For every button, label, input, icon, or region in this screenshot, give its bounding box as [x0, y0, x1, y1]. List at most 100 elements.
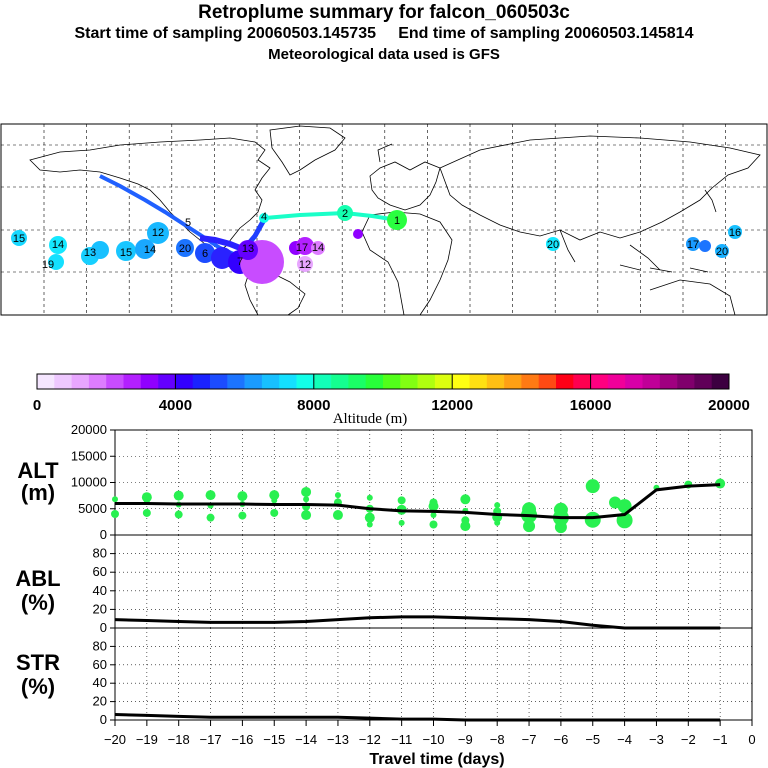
y-tick-label: 20: [93, 694, 107, 709]
time-series-panels: 0 5000 10000 15000 20000 0 20 40 60 80 0 20 40 60 80 −2…: [71, 422, 756, 747]
colorbar-cell: [694, 374, 712, 389]
plume-particle-point: [398, 519, 405, 526]
plume-particle-point: [428, 501, 439, 512]
plume-circle: [147, 222, 169, 244]
map-day-label: 20: [716, 246, 728, 258]
x-tick-label: −12: [359, 732, 381, 747]
str-panel-label: STR: [16, 650, 60, 675]
x-tick-label: −16: [231, 732, 253, 747]
colorbar-cell: [590, 374, 609, 389]
x-axis: −20 −19 −18 −17 −16 −15 −14 −13 −12 −11 −10 −9 −8 −7−…: [104, 720, 756, 747]
plume-particle-point: [429, 520, 438, 529]
plume-circle: [387, 210, 407, 230]
map-day-label: 2: [342, 208, 348, 220]
colorbar-cell: [192, 374, 211, 389]
colorbar-cell: [504, 374, 522, 389]
plume-particle-point: [554, 521, 567, 534]
abl-panel-label: ABL: [15, 566, 60, 591]
colorbar-cell: [54, 374, 72, 389]
colorbar-cell: [313, 374, 332, 389]
abl-panel: 0 20 40 60 80: [93, 534, 753, 635]
colorbar-cell: [417, 374, 436, 389]
colorbar-cell: [123, 374, 142, 389]
india-outline: [559, 229, 576, 263]
map-graticule: [1, 124, 767, 315]
plume-particle-point: [460, 521, 471, 532]
plume-particle-point: [301, 486, 312, 497]
x-tick-label: −14: [295, 732, 317, 747]
str-panel-unit: (%): [21, 674, 55, 699]
plume-particle-point: [585, 479, 600, 494]
colorbar-cell: [434, 374, 453, 389]
y-tick-label: 0: [100, 712, 107, 727]
x-tick-label: −4: [617, 732, 632, 747]
colorbar-tick-label: 12000: [431, 397, 473, 414]
plume-circle: [48, 254, 64, 270]
plume-particle-point: [397, 496, 406, 505]
plume-circle: [546, 237, 560, 251]
map-day-label: 1: [394, 215, 400, 227]
scandinavia-outline: [377, 143, 393, 163]
colorbar-xlabel: Altitude (m): [333, 411, 408, 427]
abl-panel-unit: (%): [21, 590, 55, 615]
x-tick-label: −6: [553, 732, 568, 747]
str-panel: 0 20 40 60 80: [93, 627, 753, 727]
x-tick-label: −17: [200, 732, 222, 747]
x-tick-label: −15: [263, 732, 285, 747]
colorbar-cell: [279, 374, 297, 389]
panel-frame: [114, 627, 753, 721]
y-tick-label: 60: [93, 564, 107, 579]
plume-particle-point: [174, 510, 183, 519]
colorbar-cell: [71, 374, 90, 389]
x-tick-label: −2: [681, 732, 696, 747]
colorbar-cell: [573, 374, 591, 389]
plume-circle: [296, 237, 314, 255]
map-day-label: 12: [152, 227, 164, 239]
colorbar-cell: [677, 374, 695, 389]
plume-circle: [715, 244, 729, 258]
colorbar-cell: [175, 374, 193, 389]
plume-particle-point: [173, 490, 184, 501]
plume-particle-point: [303, 496, 310, 503]
y-tick-label: 20: [93, 601, 107, 616]
colorbar-cell: [365, 374, 384, 389]
map-day-label: 6: [202, 248, 208, 260]
y-tick-label: 80: [93, 546, 107, 561]
y-tick-label: 15000: [71, 448, 107, 463]
y-tick-label: 60: [93, 657, 107, 672]
map-day-label: 14: [52, 239, 64, 251]
colorbar-cells: [37, 374, 730, 389]
map-day-label: 5: [185, 217, 191, 229]
y-tick-label: 10000: [71, 475, 107, 490]
met-data-note: Meteorological data used is GFS: [268, 46, 500, 63]
plume-circle: [211, 247, 233, 269]
plume-particle-point: [430, 512, 437, 519]
plume-circle: [195, 243, 215, 263]
str-median-line: [114, 712, 721, 722]
plume-particle-point: [237, 491, 248, 502]
plume-circle: [353, 229, 363, 239]
colorbar-cell: [244, 374, 263, 389]
y-tick-label: 0: [100, 527, 107, 542]
colorbar-cell: [486, 374, 505, 389]
plume-circle: [699, 240, 711, 252]
plume-particle-point: [494, 502, 501, 509]
sampling-times: Start time of sampling 20060503.145735 E…: [74, 25, 694, 42]
alt-panel: 0 5000 10000 15000 20000: [71, 422, 753, 542]
map-day-label: 7: [237, 256, 243, 268]
colorbar-cell: [625, 374, 643, 389]
y-tick-label: 40: [93, 583, 107, 598]
abl-median-line: [114, 615, 721, 630]
greenland-outline: [269, 125, 346, 176]
y-tick-label: 80: [93, 638, 107, 653]
plume-particle-point: [271, 497, 278, 504]
colorbar-tick-label: 20000: [708, 397, 750, 414]
plume-particle-point: [112, 496, 118, 503]
colorbar-ticks: 0 4000 8000 12000 16000 20000: [33, 374, 750, 414]
altitude-colorbar: 0 4000 8000 12000 16000 20000 Altitude (m): [33, 373, 750, 427]
colorbar-cell: [140, 374, 159, 389]
x-tick-label: −3: [649, 732, 664, 747]
plume-circle: [176, 239, 194, 257]
